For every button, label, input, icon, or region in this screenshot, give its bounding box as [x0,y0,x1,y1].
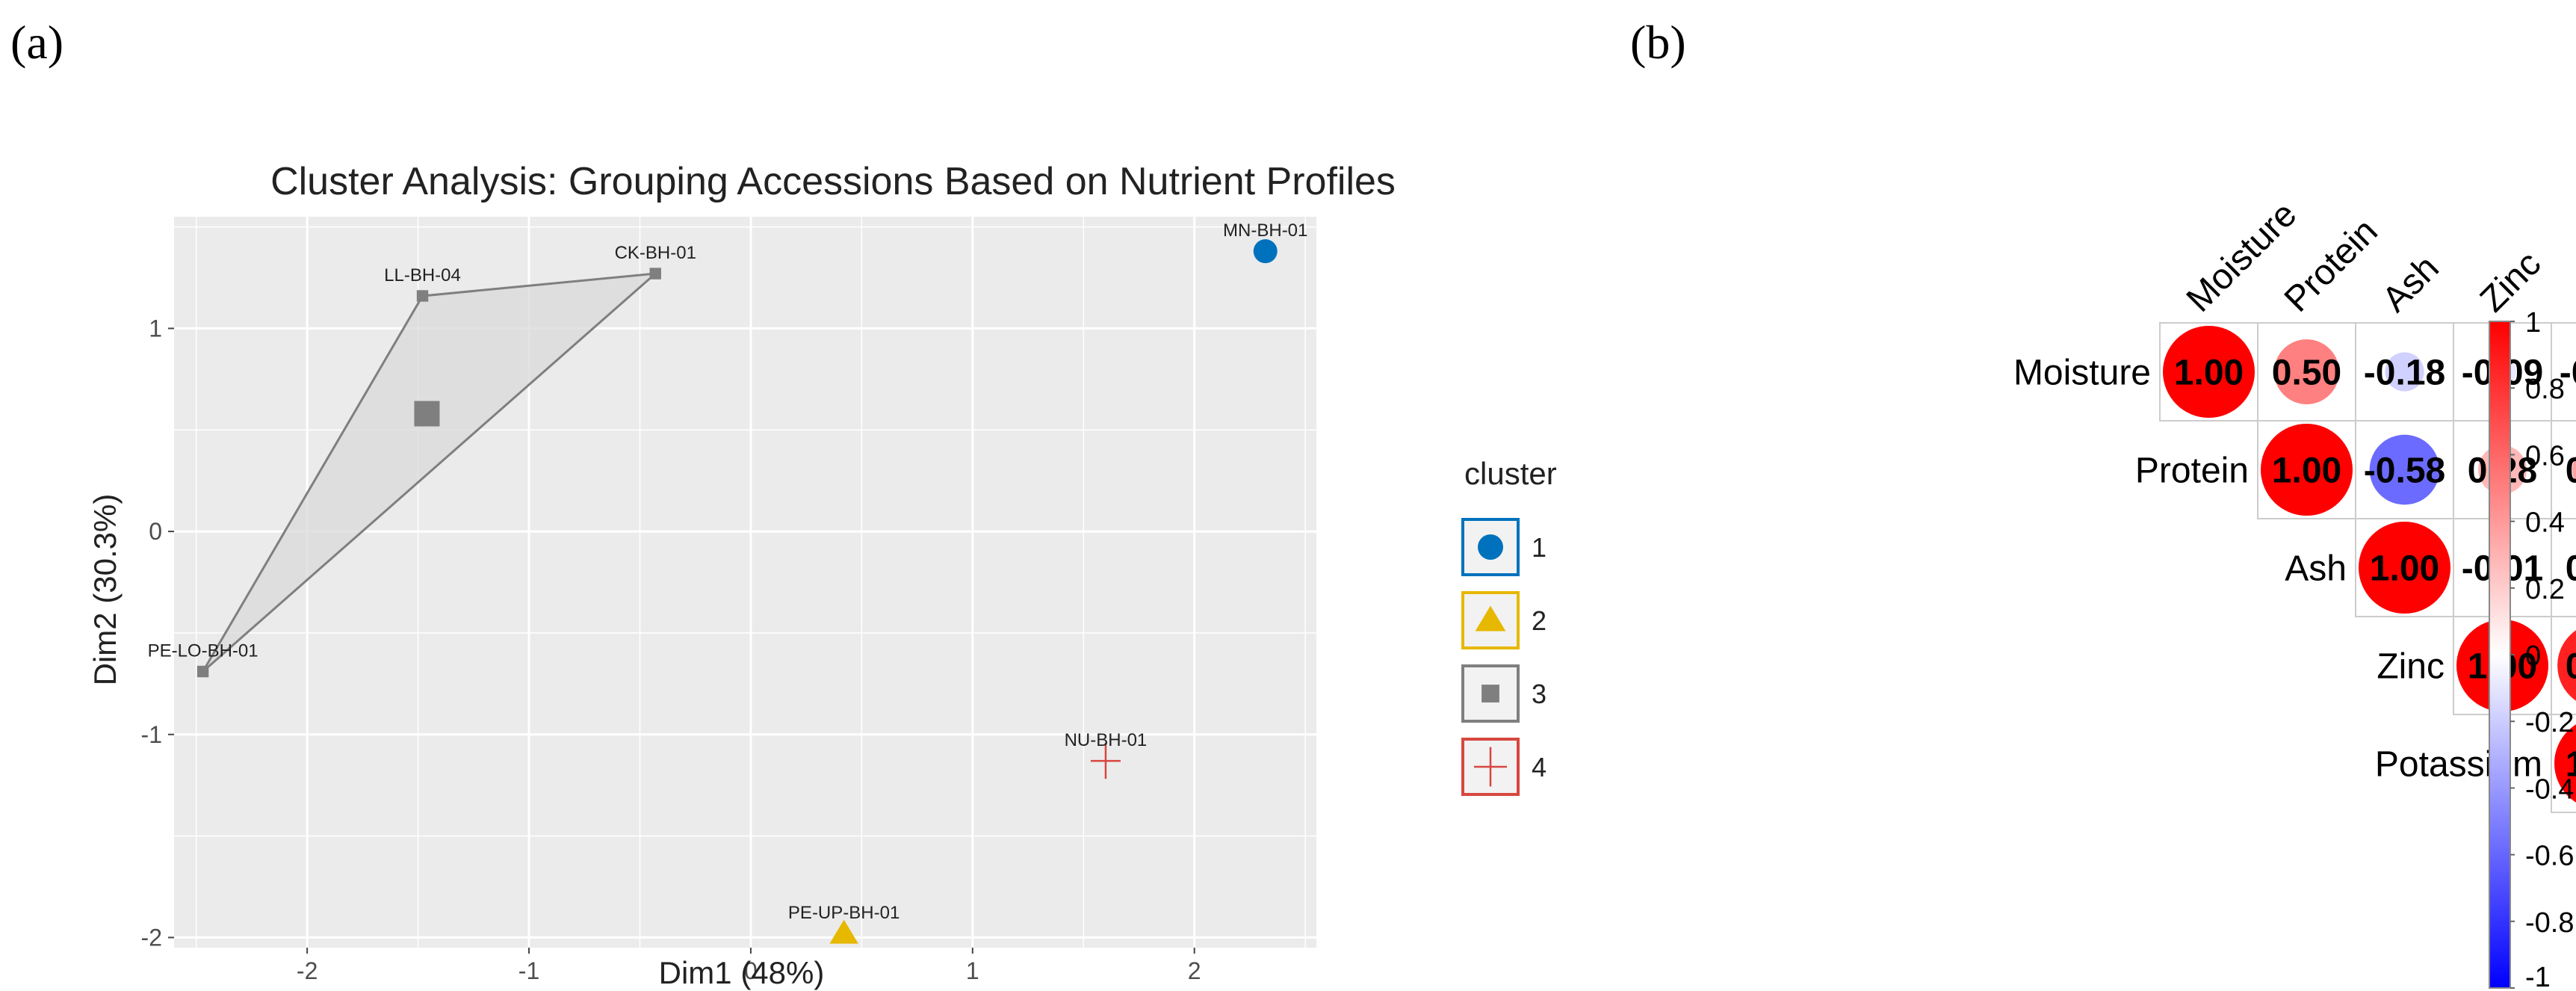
x-tick-label: 2 [1188,957,1201,984]
y-tick-label: -1 [141,721,162,748]
corr-circle [2359,522,2450,614]
colorbar [2489,321,2511,989]
row-label: Zinc [2377,647,2445,687]
legend-label: 4 [1532,752,1546,782]
corr-circle [2572,455,2576,484]
corr-value: -0.27 [2560,354,2576,393]
corr-value: -0.18 [2364,354,2445,393]
point-ck-bh-01 [649,268,661,280]
legend-title: cluster [1464,456,1557,491]
legend-marker-2 [1475,605,1506,632]
chart-title: Cluster Analysis: Grouping Accessions Ba… [270,160,1396,203]
point-pe-up-bh-01 [829,919,858,944]
plot-background [174,217,1316,948]
cluster-3-hull [202,272,659,673]
colorbar-tick-label: 0.4 [2525,507,2565,539]
cluster-plot: -2 -1 0 1 2 -2 -1 0 1 Dim1 (48%) Dim2 (30.3%) Clust… [87,160,1557,990]
point-label: PE-UP-BH-01 [788,903,900,923]
colorbar-tick-label: -0.4 [2525,774,2574,805]
colorbar-tick-label: -0.2 [2525,707,2574,738]
column-label: Potassium [2571,173,2576,320]
panel-a-label: (a) [10,16,64,69]
row-label: Ash [2285,549,2347,589]
point-mn-bh-01 [1253,239,1278,264]
colorbar-tick-label: 0 [2525,640,2541,672]
corr-circle [2554,724,2576,803]
corr-circle [2261,424,2353,516]
x-tick-label: 0 [744,957,758,984]
cluster-centroid [414,401,440,427]
colorbar-tick-label: 0.6 [2525,440,2565,472]
legend-label: 2 [1532,605,1546,636]
colorbar-tick-label: -0.8 [2525,907,2574,939]
corr-value: 1.00 [2174,354,2244,393]
colorbar-tick-label: 0.8 [2525,374,2565,405]
corr-value: 0.87 [2566,647,2576,687]
corr-value: 0.07 [2566,549,2576,589]
corr-circle [2163,326,2255,418]
corr-circle [2274,339,2339,404]
x-tick-label: 1 [966,957,979,984]
legend-marker-1 [1478,534,1503,560]
corr-cell [2551,518,2576,617]
corr-value: 0.50 [2272,354,2341,393]
legend-marker-3 [1481,685,1499,703]
colorbar-tick-label: -1 [2525,962,2551,991]
colorbar-tick-label: -0.6 [2525,841,2574,872]
point-ll-bh-04 [416,290,429,302]
legend-label: 1 [1532,532,1546,563]
x-tick-label: -1 [518,957,539,984]
point-label: NU-BH-01 [1065,730,1148,750]
point-label: CK-BH-01 [615,243,696,263]
corr-cell [2551,322,2576,422]
point-nu-bh-01 [1090,743,1121,779]
panel-b-label: (b) [1630,16,1686,69]
corr-value: 1.00 [2370,549,2439,589]
point-label: MN-BH-01 [1223,220,1307,241]
corr-circle [2557,630,2576,701]
point-pe-lo-bh-01 [196,665,209,678]
corr-value: 0.37 [2566,451,2576,491]
column-label: Ash [2375,248,2447,320]
colorbar-tick-label: 1 [2525,307,2541,339]
y-tick-label: 0 [149,518,162,545]
corr-value: 1.00 [2566,745,2576,785]
point-label: LL-BH-04 [384,265,461,285]
row-label: Protein [2135,451,2249,491]
corr-value: 1.00 [2272,451,2341,491]
corr-cell [2551,420,2576,519]
x-axis-title: Dim1 (48%) [659,955,825,990]
corr-value: -0.58 [2364,451,2445,491]
correlation-plot: 1.000.50-0.18-0.09-0.27-0.180.041.00-0.5… [2013,173,2576,991]
y-tick-label: -2 [141,924,162,951]
x-tick-label: -2 [297,957,318,984]
legend-label: 3 [1532,679,1546,709]
legend-marker-4 [1474,747,1507,787]
corr-circle [2385,352,2424,392]
corr-circle [2369,434,2440,505]
colorbar-tick-label: 0.2 [2525,574,2565,605]
y-axis-title: Dim2 (30.3%) [87,494,123,686]
y-tick-label: 1 [149,315,162,342]
row-label: Potassium [2375,745,2542,785]
row-label: Moisture [2013,354,2151,393]
point-label: PE-LO-BH-01 [148,641,258,661]
